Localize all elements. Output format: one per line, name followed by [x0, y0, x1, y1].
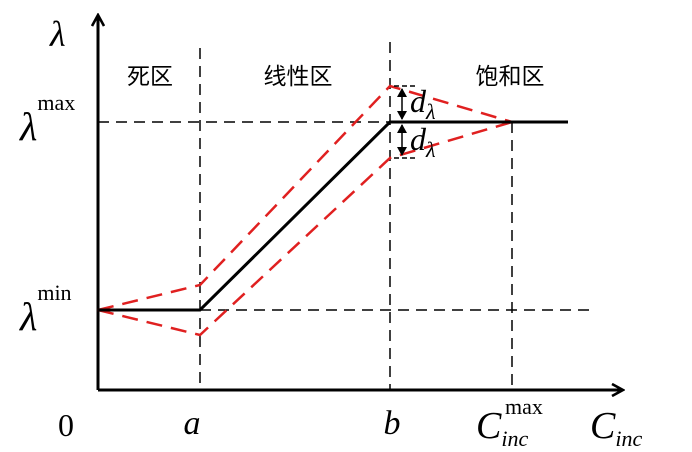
region-label-dead-zone: 死区 — [127, 64, 173, 90]
x-tick-c-inc-max: Cincmax — [476, 394, 543, 451]
d-lambda-label-upper: dλ — [410, 83, 436, 124]
region-label-linear-zone: 线性区 — [264, 64, 333, 90]
d-lambda-label-lower: dλ — [410, 121, 436, 162]
lower-envelope — [97, 120, 513, 337]
guide-lines — [98, 42, 590, 390]
y-axis-symbol: λ — [49, 14, 66, 54]
origin-label: 0 — [58, 407, 74, 443]
axes — [98, 16, 622, 390]
envelope-bounds — [97, 84, 513, 337]
x-tick-a: a — [184, 405, 201, 442]
y-tick-lambda-max: λmax — [19, 90, 75, 149]
d-lambda-indicators — [394, 85, 418, 159]
y-tick-lambda-min: λmin — [19, 280, 72, 339]
x-axis-symbol: Cinc — [590, 405, 642, 451]
upper-envelope — [97, 84, 513, 312]
x-tick-b: b — [384, 405, 401, 442]
region-label-saturation-zone: 饱和区 — [476, 64, 545, 90]
main-characteristic-curve — [98, 120, 568, 312]
